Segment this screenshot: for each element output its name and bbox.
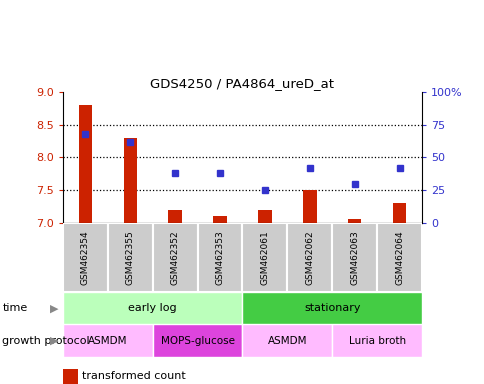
Bar xyxy=(376,223,421,292)
Text: GSM462064: GSM462064 xyxy=(394,230,403,285)
Text: early log: early log xyxy=(128,303,177,313)
Bar xyxy=(152,223,197,292)
Title: GDS4250 / PA4864_ureD_at: GDS4250 / PA4864_ureD_at xyxy=(150,76,334,89)
Text: GSM462354: GSM462354 xyxy=(81,230,90,285)
Text: GSM462061: GSM462061 xyxy=(260,230,269,285)
Text: Luria broth: Luria broth xyxy=(348,336,405,346)
Bar xyxy=(63,223,107,292)
Text: transformed count: transformed count xyxy=(82,371,186,381)
Text: ▶: ▶ xyxy=(49,303,58,313)
Text: ASMDM: ASMDM xyxy=(88,336,127,346)
Bar xyxy=(287,223,332,292)
Bar xyxy=(63,292,242,324)
Bar xyxy=(197,223,242,292)
Bar xyxy=(123,138,137,223)
Bar xyxy=(152,324,242,357)
Text: ASMDM: ASMDM xyxy=(267,336,306,346)
Bar xyxy=(63,324,152,357)
Text: growth protocol: growth protocol xyxy=(2,336,90,346)
Bar xyxy=(242,223,287,292)
Bar xyxy=(257,210,271,223)
Text: time: time xyxy=(2,303,28,313)
Text: GSM462353: GSM462353 xyxy=(215,230,224,285)
Bar xyxy=(332,223,376,292)
Text: GSM462352: GSM462352 xyxy=(170,230,180,285)
Bar xyxy=(168,210,182,223)
Text: GSM462062: GSM462062 xyxy=(304,230,314,285)
Bar xyxy=(392,203,406,223)
Bar xyxy=(302,190,316,223)
Text: MOPS-glucose: MOPS-glucose xyxy=(160,336,234,346)
Bar xyxy=(107,223,152,292)
Bar xyxy=(213,216,227,223)
Text: ▶: ▶ xyxy=(49,336,58,346)
Bar xyxy=(332,324,421,357)
Text: stationary: stationary xyxy=(303,303,360,313)
Bar xyxy=(242,324,332,357)
Bar xyxy=(347,220,361,223)
Bar xyxy=(242,292,421,324)
Text: GSM462355: GSM462355 xyxy=(125,230,135,285)
Bar xyxy=(78,105,92,223)
Text: GSM462063: GSM462063 xyxy=(349,230,359,285)
